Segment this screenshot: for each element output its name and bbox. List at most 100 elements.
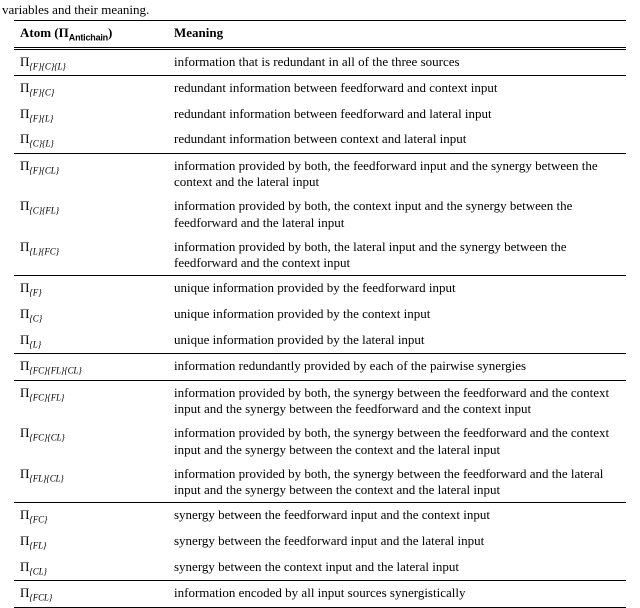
pi-subscript: {FC}{FL}{CL} bbox=[29, 366, 81, 376]
meaning-cell: unique information provided by the conte… bbox=[168, 302, 626, 328]
atom-cell: Π{CL} bbox=[14, 555, 168, 581]
pi-subscript: {C}{FL} bbox=[29, 206, 59, 216]
meaning-cell: synergy between the context input and th… bbox=[168, 555, 626, 581]
meaning-cell: redundant information between context an… bbox=[168, 127, 626, 153]
atom-cell: Π{FC} bbox=[14, 503, 168, 529]
pi-symbol: Π bbox=[20, 358, 29, 373]
meaning-cell: information redundantly provided by each… bbox=[168, 354, 626, 381]
meaning-cell: information provided by both, the synerg… bbox=[168, 421, 626, 462]
header-atom-label: Atom ( bbox=[20, 25, 59, 40]
pi-subscript: {C}{L} bbox=[29, 139, 53, 149]
table-row: Π{F}{CL}information provided by both, th… bbox=[14, 153, 626, 194]
pi-symbol: Π bbox=[20, 385, 29, 400]
meaning-cell: information provided by both, the synerg… bbox=[168, 462, 626, 503]
pi-symbol: Π bbox=[20, 131, 29, 146]
atom-symbol: Π{C} bbox=[20, 306, 42, 321]
atom-symbol: Π{FC}{CL} bbox=[20, 425, 65, 440]
header-atom-close: ) bbox=[108, 25, 112, 40]
pi-subscript: {FL} bbox=[29, 541, 46, 551]
atom-symbol: Π{F}{C}{L} bbox=[20, 54, 66, 69]
atom-symbol: Π{FC}{FL}{CL} bbox=[20, 358, 82, 373]
table-row: Π{F}{C} redundant information between fee… bbox=[14, 76, 626, 102]
table-caption-fragment: variables and their meaning. bbox=[0, 0, 640, 20]
atom-symbol: Π{CL} bbox=[20, 559, 47, 574]
pi-subscript: {L} bbox=[29, 339, 41, 349]
atom-cell: Π{L} bbox=[14, 328, 168, 354]
pi-symbol: Π bbox=[20, 54, 29, 69]
atom-cell: Π{FC}{FL}{CL} bbox=[14, 354, 168, 381]
pi-symbol: Π bbox=[20, 158, 29, 173]
pi-subscript: {FC}{CL} bbox=[29, 433, 64, 443]
table-row: Π{FL} synergy between the feedforward inp… bbox=[14, 529, 626, 555]
atom-symbol: Π{F}{L} bbox=[20, 106, 53, 121]
atom-symbol: Π{C}{FL} bbox=[20, 198, 59, 213]
table-row: Π{C} unique information provided by the c… bbox=[14, 302, 626, 328]
meaning-cell: unique information provided by the later… bbox=[168, 328, 626, 354]
pi-subscript: {FC} bbox=[29, 515, 47, 525]
table-row: Π{L} unique information provided by the l… bbox=[14, 328, 626, 354]
pi-subscript: {F}{CL} bbox=[29, 166, 59, 176]
pi-subscript: {C} bbox=[29, 314, 42, 324]
table-row: Π{FC}{FL}information provided by both, t… bbox=[14, 380, 626, 421]
atom-symbol: Π{FC} bbox=[20, 507, 47, 522]
pi-symbol: Π bbox=[20, 466, 29, 481]
pi-symbol: Π bbox=[20, 507, 29, 522]
pi-symbol: Π bbox=[20, 239, 29, 254]
meaning-cell: unique information provided by the feedf… bbox=[168, 276, 626, 302]
atom-symbol: Π{FL}{CL} bbox=[20, 466, 64, 481]
atom-symbol: Π{FCL} bbox=[20, 585, 52, 600]
atom-cell: Π{F}{C} bbox=[14, 76, 168, 102]
pi-symbol: Π bbox=[20, 332, 29, 347]
pi-subscript: {F}{C} bbox=[29, 88, 54, 98]
pi-subscript: {F}{L} bbox=[29, 113, 53, 123]
table-body: Π{F}{C}{L}information that is redundant … bbox=[14, 48, 626, 607]
header-atom: Atom (ΠAntichain) bbox=[14, 21, 168, 49]
table-row: Π{FL}{CL} information provided by both, t… bbox=[14, 462, 626, 503]
header-meaning: Meaning bbox=[168, 21, 626, 49]
pi-symbol: Π bbox=[20, 198, 29, 213]
atom-cell: Π{L}{FC} bbox=[14, 235, 168, 276]
table-row: Π{FC} synergy between the feedforward inp… bbox=[14, 503, 626, 529]
table-row: Π{CL} synergy between the context input a… bbox=[14, 555, 626, 581]
table-row: Π{L}{FC}information provided by both, th… bbox=[14, 235, 626, 276]
atom-symbol: Π{F}{C} bbox=[20, 80, 54, 95]
meaning-cell: information provided by both, the synerg… bbox=[168, 380, 626, 421]
meaning-cell: redundant information between feedforwar… bbox=[168, 102, 626, 128]
pi-symbol: Π bbox=[20, 80, 29, 95]
pi-symbol: Π bbox=[20, 559, 29, 574]
pi-symbol: Π bbox=[20, 106, 29, 121]
meaning-cell: synergy between the feedforward input an… bbox=[168, 503, 626, 529]
atom-cell: Π{FC}{FL} bbox=[14, 380, 168, 421]
pi-subscript: {FL}{CL} bbox=[29, 473, 63, 483]
meaning-cell: information provided by both, the latera… bbox=[168, 235, 626, 276]
header-pi: Π bbox=[59, 25, 69, 40]
atom-cell: Π{C}{FL} bbox=[14, 194, 168, 235]
pi-symbol: Π bbox=[20, 533, 29, 548]
meaning-cell: synergy between the feedforward input an… bbox=[168, 529, 626, 555]
pi-symbol: Π bbox=[20, 425, 29, 440]
meaning-cell: information provided by both, the contex… bbox=[168, 194, 626, 235]
table-row: Π{FC}{FL}{CL} information redundantly pro… bbox=[14, 354, 626, 381]
atom-symbol: Π{L} bbox=[20, 332, 41, 347]
meaning-cell: redundant information between feedforwar… bbox=[168, 76, 626, 102]
pi-subscript: {F}{C}{L} bbox=[29, 61, 65, 71]
pi-symbol: Π bbox=[20, 280, 29, 295]
atom-cell: Π{FL}{CL} bbox=[14, 462, 168, 503]
table-header-row: Atom (ΠAntichain) Meaning bbox=[14, 21, 626, 49]
atom-symbol: Π{FL} bbox=[20, 533, 46, 548]
atom-cell: Π{C}{L} bbox=[14, 127, 168, 153]
atom-cell: Π{F} bbox=[14, 276, 168, 302]
table-row: Π{F}{L} redundant information between fee… bbox=[14, 102, 626, 128]
atom-symbol: Π{C}{L} bbox=[20, 131, 54, 146]
meaning-cell: information encoded by all input sources… bbox=[168, 581, 626, 608]
atom-cell: Π{F}{CL} bbox=[14, 153, 168, 194]
atom-symbol: Π{F} bbox=[20, 280, 42, 295]
pi-subscript: {FC}{FL} bbox=[29, 392, 64, 402]
atoms-table: Atom (ΠAntichain) Meaning Π{F}{C}{L}info… bbox=[14, 20, 626, 608]
atom-symbol: Π{F}{CL} bbox=[20, 158, 59, 173]
table-row: Π{C}{L} redundant information between con… bbox=[14, 127, 626, 153]
table-row: Π{FCL} information encoded by all input s… bbox=[14, 581, 626, 608]
pi-symbol: Π bbox=[20, 585, 29, 600]
meaning-cell: information that is redundant in all of … bbox=[168, 48, 626, 76]
pi-subscript: {FCL} bbox=[29, 593, 52, 603]
